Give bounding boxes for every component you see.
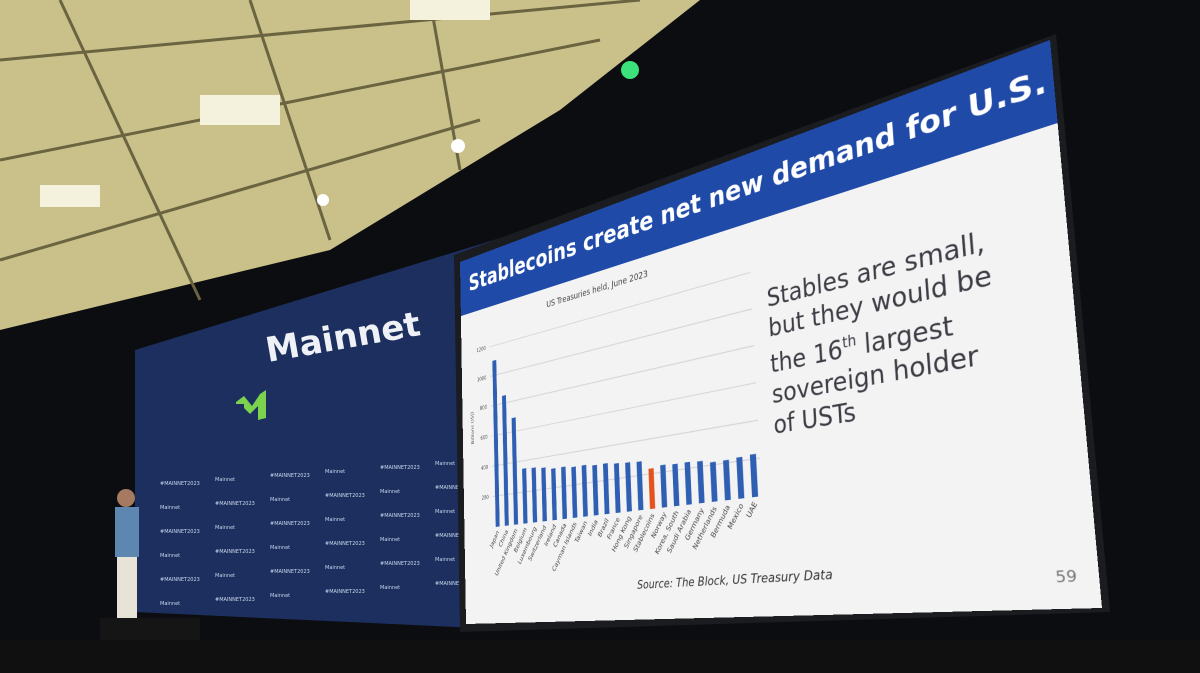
backdrop-tag: #MAINNET2023 xyxy=(160,577,200,583)
y-tick-label: 600 xyxy=(480,433,488,441)
backdrop-brand: Mainnet xyxy=(160,505,180,511)
backdrop-brand: Mainnet xyxy=(435,557,455,563)
note-ordinal-suffix: th xyxy=(841,331,857,352)
bar xyxy=(492,359,500,527)
bar xyxy=(723,459,731,501)
backdrop-brand: Mainnet xyxy=(380,489,400,495)
ceiling-light xyxy=(40,185,100,207)
y-tick-label: 1200 xyxy=(476,344,486,353)
y-tick-label: 800 xyxy=(480,403,488,411)
grid-line xyxy=(491,346,754,407)
stage-floor xyxy=(0,640,1200,673)
ceiling-light xyxy=(410,0,490,20)
backdrop-brand: Mainnet xyxy=(270,593,290,599)
backdrop-brand: Mainnet xyxy=(215,525,235,531)
backdrop-brand: Mainnet xyxy=(270,497,290,503)
bar xyxy=(522,468,528,524)
bar xyxy=(636,461,644,511)
bar xyxy=(502,395,509,526)
bar xyxy=(660,464,668,508)
y-axis-label: Billions USD xyxy=(470,411,475,445)
bar xyxy=(541,467,547,522)
bar xyxy=(648,468,656,510)
bar xyxy=(602,463,610,515)
ceiling-light xyxy=(200,95,280,125)
stage-light xyxy=(317,194,329,206)
slide-note: Stables are small, but they would be the 1… xyxy=(766,223,1002,440)
backdrop-tag: #MAINNET2023 xyxy=(380,513,420,519)
bar xyxy=(531,467,538,523)
backdrop-brand: Mainnet xyxy=(380,537,400,543)
backdrop-brand: Mainnet xyxy=(325,517,345,523)
backdrop-brand: Mainnet xyxy=(435,509,455,515)
stage-light xyxy=(621,61,639,79)
backdrop-brand: Mainnet xyxy=(160,601,180,607)
y-tick-label: 1000 xyxy=(477,374,487,383)
bar xyxy=(571,466,578,519)
backdrop-brand: Mainnet xyxy=(215,477,235,483)
backdrop-tag: #MAINNET2023 xyxy=(380,561,420,567)
backdrop-tag: #MAINNET2023 xyxy=(380,465,420,471)
y-tick-label: 200 xyxy=(482,494,490,502)
backdrop-tag: #MAINNET2023 xyxy=(215,549,255,555)
grid-line xyxy=(492,420,758,466)
bar xyxy=(511,417,519,525)
backdrop-tag: #MAINNET2023 xyxy=(160,529,200,535)
bar xyxy=(581,464,588,517)
backdrop-brand: Mainnet xyxy=(160,553,180,559)
x-tick-label: China xyxy=(498,528,510,549)
backdrop-tags: #MAINNET2023 Mainnet #MAINNET2023 Mainnet #M… xyxy=(160,461,475,607)
page-number: 59 xyxy=(1054,566,1078,587)
bar xyxy=(697,460,705,504)
backdrop-tag: #MAINNET2023 xyxy=(325,589,365,595)
trusses xyxy=(0,0,641,301)
backdrop-brand: Mainnet xyxy=(270,545,290,551)
bar xyxy=(613,463,621,514)
backdrop-tag: #MAINNET2023 xyxy=(270,473,310,479)
backdrop-tag: #MAINNET2023 xyxy=(325,541,365,547)
bar xyxy=(561,466,568,520)
stage-light xyxy=(451,139,465,153)
backdrop-tag: #MAINNET2023 xyxy=(215,501,255,507)
backdrop-tag: #MAINNET2023 xyxy=(325,493,365,499)
x-tick-label: UAE xyxy=(745,500,760,520)
backdrop-brand: Mainnet xyxy=(325,469,345,475)
backdrop-tag: #MAINNET2023 xyxy=(270,569,310,575)
backdrop xyxy=(135,232,520,630)
bar xyxy=(736,456,745,499)
backdrop-tag: #MAINNET2023 xyxy=(435,485,475,491)
bar xyxy=(551,468,557,521)
backdrop-tag: #MAINNET2023 xyxy=(160,481,200,487)
backdrop-tag: #MAINNET2023 xyxy=(270,521,310,527)
grid-line xyxy=(491,383,756,436)
y-tick-label: 400 xyxy=(481,463,489,471)
backdrop-brand: Mainnet xyxy=(325,565,345,571)
backdrop-brand: Mainnet xyxy=(380,585,400,591)
bar xyxy=(625,462,632,512)
x-tick-label: Japan xyxy=(489,529,501,550)
bar xyxy=(592,464,599,516)
bar xyxy=(710,461,718,502)
slide: Stablecoins create net new demand for U.… xyxy=(460,39,1103,624)
backdrop-brand: Mainnet xyxy=(215,573,235,579)
backdrop-tag: #MAINNET2023 xyxy=(435,533,475,539)
bar xyxy=(749,453,759,498)
backdrop-tag: #MAINNET2023 xyxy=(215,597,255,603)
grid-line xyxy=(490,309,752,377)
presenter xyxy=(115,489,139,619)
backdrop-brand: Mainnet xyxy=(435,461,455,467)
backdrop-tag: #MAINNET2023 xyxy=(435,581,475,587)
